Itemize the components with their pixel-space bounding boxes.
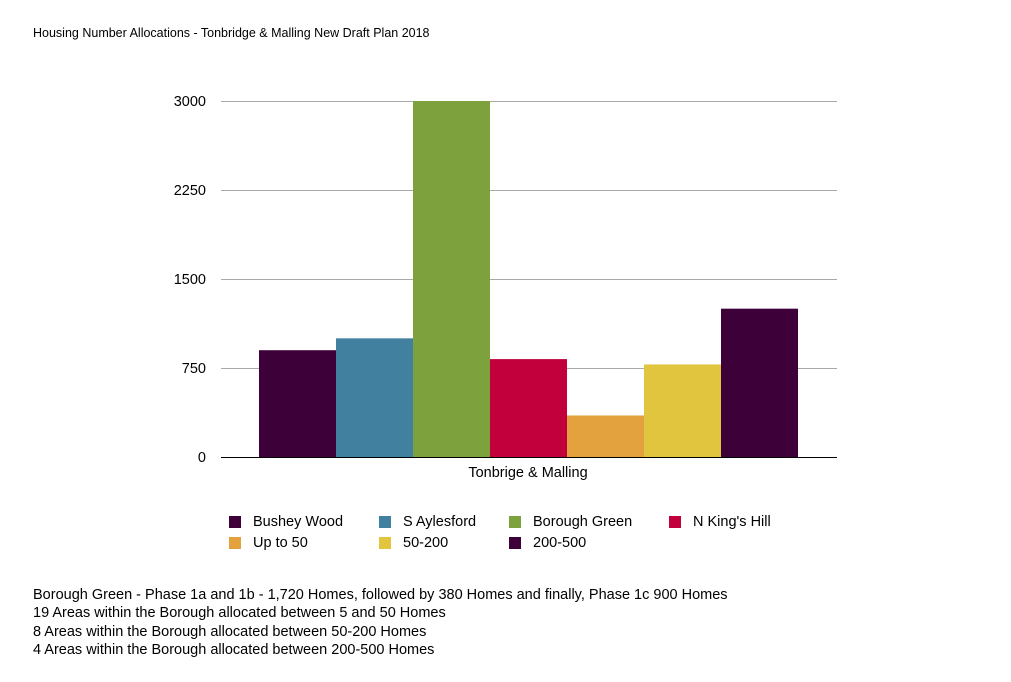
legend-label: N King's Hill bbox=[693, 513, 771, 530]
legend-label: 50-200 bbox=[403, 534, 449, 551]
notes: Borough Green - Phase 1a and 1b - 1,720 … bbox=[33, 586, 728, 659]
note-line: 4 Areas within the Borough allocated bet… bbox=[33, 641, 435, 658]
bar-n-king-s-hill bbox=[490, 359, 567, 457]
legend-swatch bbox=[379, 536, 391, 549]
bar-bushey-wood bbox=[259, 350, 336, 457]
bars bbox=[259, 101, 798, 457]
legend-swatch bbox=[229, 515, 241, 528]
legend-label: Up to 50 bbox=[253, 534, 308, 551]
legend-label: Borough Green bbox=[533, 513, 633, 530]
bar-50-200 bbox=[644, 364, 721, 457]
y-tick-label: 0 bbox=[198, 450, 206, 466]
y-tick-label: 2250 bbox=[174, 183, 206, 199]
legend-item: Borough Green bbox=[509, 513, 669, 530]
legend-item: N King's Hill bbox=[669, 513, 799, 530]
legend-swatch bbox=[509, 515, 521, 528]
legend-swatch bbox=[509, 536, 521, 549]
y-tick-label: 3000 bbox=[174, 94, 206, 110]
legend-label: 200-500 bbox=[533, 534, 587, 551]
y-tick-label: 750 bbox=[182, 361, 206, 377]
bar-200-500 bbox=[721, 308, 798, 457]
legend-swatch bbox=[379, 515, 391, 528]
legend: Bushey Wood S Aylesford Borough Green N Kin… bbox=[229, 513, 799, 551]
legend-label: Bushey Wood bbox=[253, 513, 344, 530]
page-title: Housing Number Allocations - Tonbridge &… bbox=[33, 26, 430, 40]
note-line: 19 Areas within the Borough allocated be… bbox=[33, 605, 446, 622]
legend-item: Up to 50 bbox=[229, 534, 379, 551]
note-line: Borough Green - Phase 1a and 1b - 1,720 … bbox=[33, 587, 728, 603]
x-axis-category-label: Tonbrige & Malling bbox=[468, 465, 587, 481]
legend-item: 200-500 bbox=[509, 534, 669, 551]
legend-label: S Aylesford bbox=[403, 513, 477, 530]
legend-swatch bbox=[669, 515, 681, 528]
bar-s-aylesford bbox=[336, 338, 413, 457]
legend-swatch bbox=[229, 536, 241, 549]
bar-borough-green bbox=[413, 101, 490, 457]
y-axis-tick-labels: 0 750 1500 2250 3000 bbox=[174, 94, 206, 466]
legend-item: 50-200 bbox=[379, 534, 509, 551]
y-tick-label: 1500 bbox=[174, 272, 206, 288]
note-line: 8 Areas within the Borough allocated bet… bbox=[33, 623, 427, 640]
legend-item: Bushey Wood bbox=[229, 513, 379, 530]
legend-item: S Aylesford bbox=[379, 513, 509, 530]
bar-up-to-50 bbox=[567, 415, 644, 457]
